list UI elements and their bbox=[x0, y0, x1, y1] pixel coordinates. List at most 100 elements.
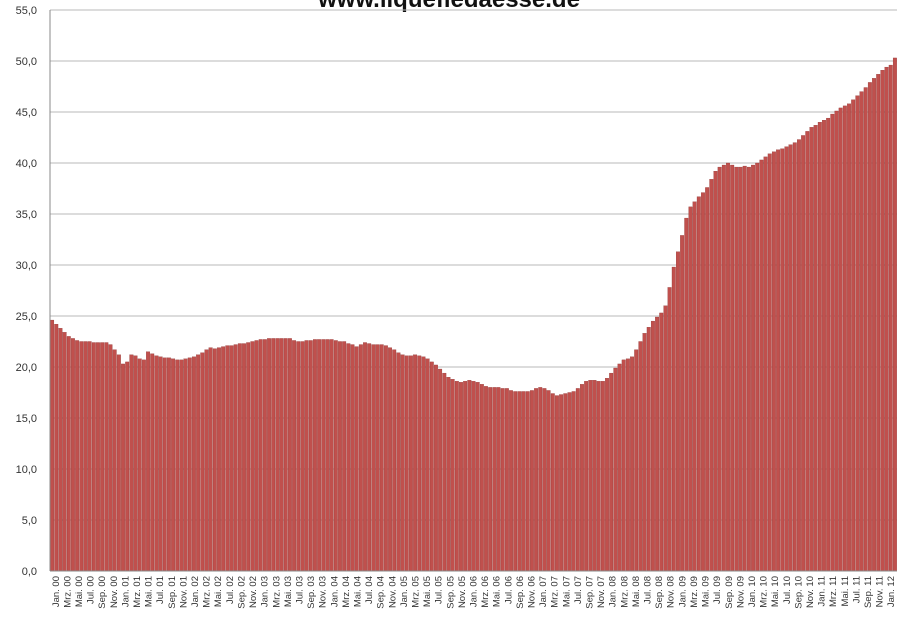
bar bbox=[421, 356, 426, 572]
x-tick-label: Nov. 00 bbox=[109, 576, 120, 608]
bar bbox=[826, 117, 831, 572]
bar bbox=[888, 64, 893, 572]
bar bbox=[859, 91, 864, 572]
x-tick-label: Nov. 10 bbox=[805, 576, 816, 608]
bar bbox=[292, 340, 297, 572]
bar bbox=[792, 142, 797, 572]
x-tick-label: Jan. 03 bbox=[260, 576, 271, 607]
bar bbox=[121, 363, 125, 572]
bar bbox=[454, 381, 459, 572]
bar bbox=[509, 390, 513, 572]
bar bbox=[50, 319, 55, 572]
bar bbox=[279, 338, 284, 572]
bar bbox=[217, 347, 221, 572]
bar bbox=[308, 340, 313, 572]
bar bbox=[208, 347, 213, 572]
x-tick-label: Mrz. 11 bbox=[828, 576, 839, 607]
bar bbox=[484, 386, 488, 572]
bar bbox=[492, 387, 497, 572]
bar bbox=[830, 113, 835, 572]
bar bbox=[680, 235, 685, 572]
bar bbox=[96, 342, 100, 572]
bar bbox=[688, 206, 693, 572]
x-tick-label: Jan. 12 bbox=[886, 576, 897, 607]
bar bbox=[851, 99, 856, 572]
bar bbox=[609, 372, 614, 572]
bar bbox=[246, 342, 251, 572]
x-tick-label: Jan. 04 bbox=[329, 576, 340, 607]
x-tick-label: Mrz. 01 bbox=[132, 576, 143, 608]
bar bbox=[801, 135, 806, 572]
bar bbox=[776, 149, 781, 572]
bar bbox=[638, 341, 643, 572]
bar bbox=[333, 340, 338, 572]
bar bbox=[150, 353, 155, 572]
bar bbox=[555, 395, 559, 572]
x-tick-label: Sep. 06 bbox=[515, 576, 526, 609]
bar bbox=[250, 341, 255, 572]
x-tick-label: Mai. 04 bbox=[352, 576, 363, 607]
bar bbox=[621, 359, 626, 572]
bar bbox=[701, 192, 705, 572]
bar bbox=[296, 341, 301, 572]
bar bbox=[876, 74, 881, 572]
x-tick-label: Nov. 05 bbox=[457, 576, 468, 608]
x-tick-label: Jan. 11 bbox=[817, 576, 828, 606]
bar bbox=[842, 105, 847, 572]
bar bbox=[75, 340, 80, 572]
bar bbox=[267, 338, 271, 572]
bar bbox=[350, 344, 355, 572]
bar bbox=[112, 349, 117, 572]
bar bbox=[258, 339, 263, 572]
bar bbox=[538, 387, 543, 572]
x-tick-label: Sep. 02 bbox=[236, 576, 247, 609]
x-tick-label: Jan. 01 bbox=[120, 576, 131, 607]
bar bbox=[550, 393, 555, 572]
x-tick-label: Nov. 02 bbox=[248, 576, 259, 608]
bar bbox=[488, 387, 493, 572]
bar bbox=[287, 338, 292, 572]
bar bbox=[183, 358, 188, 572]
bar bbox=[133, 355, 138, 572]
bar bbox=[600, 381, 605, 572]
bar bbox=[137, 358, 142, 572]
bar bbox=[104, 342, 109, 572]
bar bbox=[734, 166, 739, 572]
bar bbox=[179, 359, 184, 572]
bar bbox=[313, 339, 317, 572]
bar bbox=[342, 341, 347, 572]
x-tick-label: Sep. 04 bbox=[376, 576, 387, 609]
x-tick-label: Mai. 10 bbox=[770, 576, 781, 607]
x-tick-label: Mai. 02 bbox=[213, 576, 224, 607]
bar bbox=[125, 361, 130, 572]
bar bbox=[863, 87, 868, 572]
bar bbox=[692, 201, 697, 572]
bar bbox=[513, 391, 518, 572]
bar bbox=[446, 377, 451, 572]
bar bbox=[200, 352, 205, 572]
x-tick-label: Nov. 03 bbox=[318, 576, 329, 608]
bar bbox=[659, 312, 664, 572]
x-tick-label: Mai. 01 bbox=[144, 576, 155, 607]
bar bbox=[221, 346, 226, 572]
x-tick-label: Mrz. 00 bbox=[62, 576, 73, 608]
bar bbox=[771, 151, 776, 572]
bar bbox=[242, 343, 246, 572]
bar bbox=[388, 347, 392, 572]
y-tick-label: 15,0 bbox=[16, 413, 37, 425]
x-tick-label: Nov. 06 bbox=[527, 576, 538, 608]
x-tick-label: Mrz. 08 bbox=[619, 576, 630, 608]
bar bbox=[759, 159, 764, 572]
bar bbox=[847, 103, 851, 572]
bar bbox=[175, 359, 180, 572]
bar bbox=[746, 166, 751, 572]
bar bbox=[417, 355, 422, 572]
bar bbox=[58, 328, 63, 572]
bar bbox=[738, 166, 743, 572]
bar bbox=[822, 120, 826, 572]
bar bbox=[408, 355, 413, 572]
bar bbox=[283, 338, 288, 572]
bar bbox=[129, 354, 134, 572]
bar bbox=[646, 327, 651, 572]
bar bbox=[872, 78, 876, 572]
